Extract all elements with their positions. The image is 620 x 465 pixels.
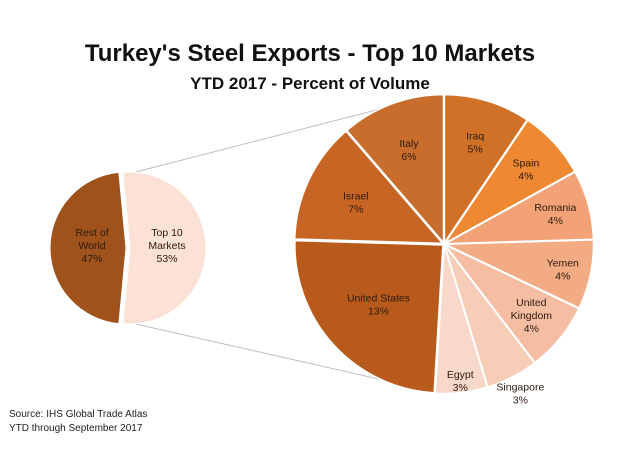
pie-slice-romania bbox=[445, 171, 595, 245]
data-label-top-10-markets-line: Markets bbox=[148, 240, 185, 252]
pie-slice-iraq bbox=[443, 93, 529, 246]
data-label-united-kingdom-line: Kingdom bbox=[511, 310, 553, 322]
data-label-rest-of-world-line: Rest of bbox=[75, 227, 108, 239]
data-label-israel-line: 7% bbox=[348, 203, 363, 215]
data-label-united-kingdom-line: United bbox=[516, 297, 547, 309]
connector-line-bottom bbox=[134, 323, 389, 382]
pie-slice-united-states bbox=[294, 239, 444, 394]
chart-title: Turkey's Steel Exports - Top 10 Markets bbox=[84, 40, 536, 67]
pie-slice-spain bbox=[444, 119, 576, 244]
data-label-iraq-line: Iraq bbox=[466, 131, 484, 143]
data-label-singapore-line: Singapore bbox=[496, 381, 544, 393]
data-label-romania-line: 4% bbox=[548, 215, 563, 227]
data-label-singapore: Singapore 3% bbox=[496, 381, 544, 406]
data-label-united-kingdom: United Kingdom 4% bbox=[511, 297, 553, 335]
data-label-romania-line: Romania bbox=[534, 202, 576, 214]
data-label-yemen-line: Yemen bbox=[547, 257, 579, 269]
connector-line-top bbox=[134, 106, 389, 173]
data-label-israel: Israel 7% bbox=[343, 190, 369, 215]
data-label-top-10-markets: Top 10 Markets 53% bbox=[148, 227, 185, 265]
data-label-yemen-line: 4% bbox=[555, 270, 570, 282]
data-label-iraq: Iraq 5% bbox=[466, 131, 484, 156]
data-label-spain: Spain 4% bbox=[512, 158, 539, 183]
data-label-spain-line: 4% bbox=[518, 171, 533, 183]
data-label-united-kingdom-line: 4% bbox=[524, 323, 539, 335]
data-label-singapore-line: 3% bbox=[513, 394, 528, 406]
pie-slice-egypt bbox=[434, 245, 489, 395]
data-label-rest-of-world: Rest of World 47% bbox=[75, 227, 108, 265]
data-label-united-states-line: United States bbox=[347, 292, 410, 304]
data-label-iraq-line: 5% bbox=[468, 144, 483, 156]
source-line-2: YTD through September 2017 bbox=[9, 423, 143, 434]
data-label-spain-line: Spain bbox=[512, 158, 539, 170]
data-label-italy: Italy 6% bbox=[399, 138, 419, 163]
data-label-italy-line: Italy bbox=[399, 138, 419, 150]
data-label-rest-of-world-line: 47% bbox=[81, 253, 102, 265]
pie-slice-yemen bbox=[445, 239, 595, 309]
data-label-top-10-markets-line: Top 10 bbox=[151, 227, 183, 239]
data-label-italy-line: 6% bbox=[401, 151, 416, 163]
data-label-united-states: United States 13% bbox=[347, 292, 410, 317]
source-line-1: Source: IHS Global Trade Atlas bbox=[9, 409, 148, 420]
pie-slice-israel bbox=[293, 130, 445, 245]
pie-slice-italy bbox=[345, 93, 445, 245]
data-label-yemen: Yemen 4% bbox=[547, 257, 579, 282]
data-label-egypt: Egypt 3% bbox=[447, 369, 474, 394]
chart-subtitle: YTD 2017 - Percent of Volume bbox=[190, 74, 430, 93]
data-label-romania: Romania 4% bbox=[534, 202, 576, 227]
data-label-rest-of-world-line: World bbox=[78, 240, 105, 252]
data-label-top-10-markets-line: 53% bbox=[156, 253, 177, 265]
data-label-egypt-line: Egypt bbox=[447, 369, 474, 381]
pie-slice-top-10-markets bbox=[122, 171, 207, 325]
data-label-israel-line: Israel bbox=[343, 190, 369, 202]
data-label-egypt-line: 3% bbox=[453, 382, 468, 394]
data-label-united-states-line: 13% bbox=[368, 305, 389, 317]
pie-slice-rest-of-world bbox=[49, 171, 127, 325]
